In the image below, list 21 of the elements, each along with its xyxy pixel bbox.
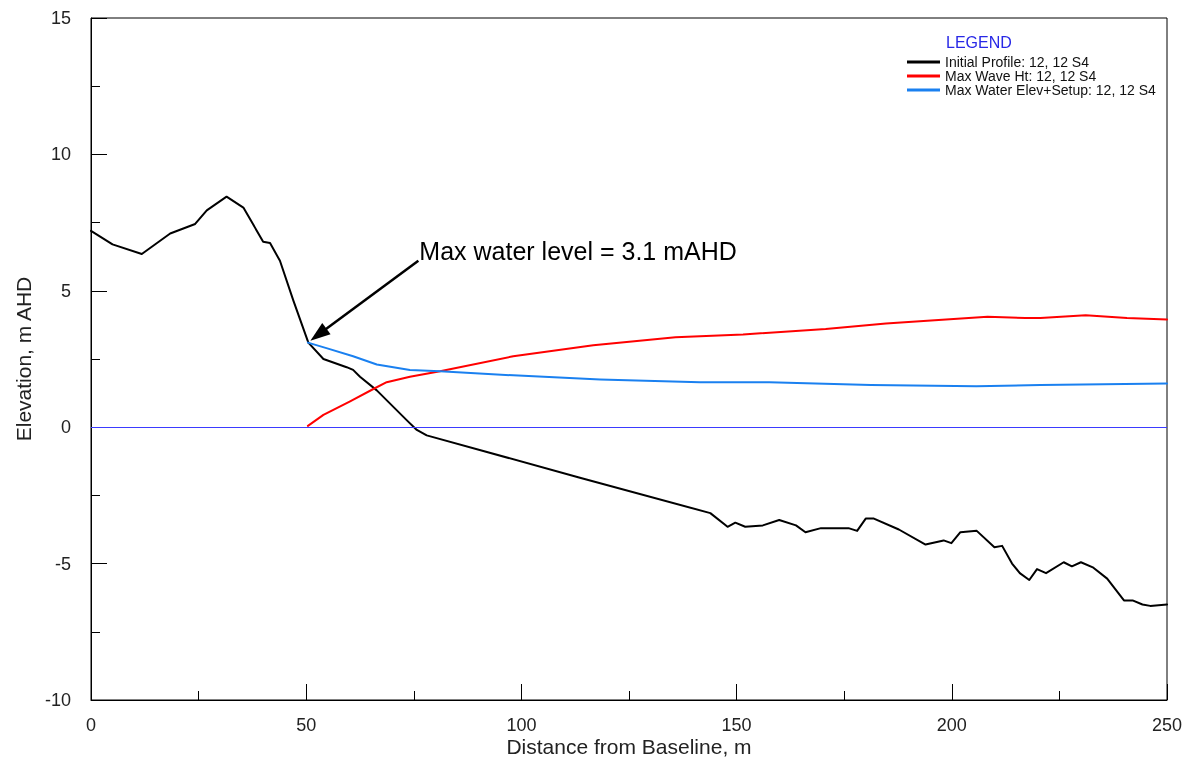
x-tick-label: 0	[85, 715, 97, 735]
x-tick-label: 150	[721, 715, 752, 735]
y-axis-title: Elevation, m AHD	[12, 276, 35, 442]
legend-label: Max Wave Ht: 12, 12 S4	[945, 68, 1097, 84]
line-series	[306, 314, 1168, 427]
x-tick-label: 100	[506, 715, 537, 735]
x-tick-label: 50	[296, 715, 317, 735]
legend-label: Initial Profile: 12, 12 S4	[945, 54, 1090, 70]
x-axis-title: Distance from Baseline, m	[506, 735, 752, 758]
y-tick-label: 5	[60, 280, 71, 301]
y-tick-label: 15	[50, 8, 71, 28]
annotation: Max water level = 3.1 mAHD	[419, 236, 737, 265]
y-tick-label: -5	[54, 553, 71, 574]
legend-title: LEGEND	[946, 33, 1012, 51]
x-tick-label: 250	[1151, 715, 1183, 735]
x-tick-label: 200	[936, 715, 967, 735]
line-series	[306, 341, 1168, 388]
legend-label: Max Water Elev+Setup: 12, 12 S4	[945, 82, 1156, 98]
y-tick-label: -10	[44, 690, 71, 710]
y-tick-label: 0	[60, 417, 71, 438]
y-tick-label: 10	[50, 144, 71, 165]
